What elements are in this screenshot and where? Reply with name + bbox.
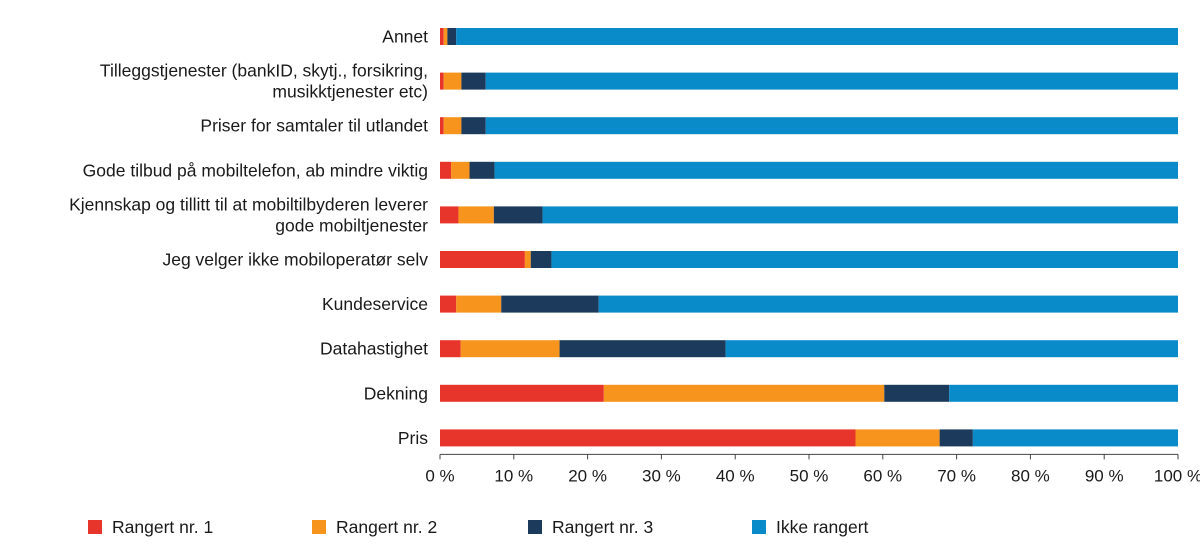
bar-segment-10-series-4 — [972, 429, 1178, 447]
x-tick-label-2: 20 % — [568, 466, 607, 485]
category-label-7: Kundeservice — [322, 294, 428, 314]
bar-segment-4-series-2 — [451, 161, 470, 179]
bar-segment-6-series-1 — [440, 251, 525, 268]
bar-segment-7-series-1 — [440, 295, 457, 313]
legend-swatch-4 — [752, 520, 766, 534]
x-tick-label-10: 100 % — [1154, 466, 1200, 485]
bar-segment-10-series-2 — [855, 429, 940, 447]
bar-segment-6-series-4 — [551, 251, 1178, 268]
bar-segment-5-series-2 — [458, 206, 494, 224]
x-tick-label-0: 0 % — [425, 466, 454, 485]
category-label-5-line-2: gode mobiltjenester — [275, 215, 428, 235]
bar-segment-6-series-3 — [530, 251, 552, 268]
bar-segment-5-series-1 — [440, 206, 459, 224]
bar-segment-9-series-2 — [603, 384, 885, 402]
legend-label-2: Rangert nr. 2 — [336, 517, 437, 537]
bar-segment-8-series-1 — [440, 340, 461, 358]
legend-swatch-2 — [312, 520, 326, 534]
bar-segment-9-series-4 — [949, 384, 1178, 402]
bar-segment-1-series-4 — [456, 28, 1178, 45]
bar-segment-1-series-3 — [447, 28, 457, 45]
category-label-5-line-1: Kjennskap og tillitt til at mobiltilbyde… — [69, 194, 428, 214]
bar-segment-8-series-4 — [725, 340, 1178, 358]
bar-segment-5-series-4 — [542, 206, 1178, 224]
bar-segment-8-series-2 — [460, 340, 560, 358]
bar-segment-10-series-1 — [440, 429, 856, 447]
category-labels-group: Annet Tilleggstjenester (bankID, skytj., … — [69, 27, 428, 448]
category-label-1: Annet — [382, 27, 428, 47]
bar-segment-3-series-2 — [443, 117, 462, 135]
x-tick-label-3: 30 % — [642, 466, 681, 485]
bar-segment-9-series-1 — [440, 384, 604, 402]
bar-segment-10-series-3 — [939, 429, 973, 447]
category-label-2-line-1: Tilleggstjenester (bankID, skytj., forsi… — [100, 61, 428, 81]
bar-segment-6-series-2 — [524, 251, 531, 268]
x-ticks-group: 0 % 10 % 20 % 30 % 40 % 50 % 60 % 70 % 80 % 90 % 1… — [425, 454, 1200, 485]
bar-segment-9-series-3 — [884, 384, 950, 402]
bar-segment-2-series-1 — [440, 72, 444, 90]
bar-segment-7-series-2 — [456, 295, 502, 313]
bar-segment-2-series-3 — [461, 72, 486, 90]
bar-segment-3-series-1 — [440, 117, 444, 135]
legend-swatch-3 — [528, 520, 542, 534]
bar-segment-2-series-2 — [443, 72, 462, 90]
bar-segment-7-series-3 — [501, 295, 599, 313]
bar-segment-4-series-1 — [440, 161, 452, 179]
category-label-8: Datahastighet — [320, 339, 428, 359]
legend-label-1: Rangert nr. 1 — [112, 517, 213, 537]
bar-segment-1-series-2 — [443, 28, 448, 45]
category-label-9: Dekning — [364, 383, 428, 403]
legend-swatch-1 — [88, 520, 102, 534]
bars-group — [440, 28, 1178, 447]
x-tick-label-7: 70 % — [937, 466, 976, 485]
bar-segment-8-series-3 — [559, 340, 726, 358]
legend-label-3: Rangert nr. 3 — [552, 517, 653, 537]
x-tick-label-6: 60 % — [863, 466, 902, 485]
bar-segment-2-series-4 — [485, 72, 1178, 90]
x-tick-label-1: 10 % — [494, 466, 533, 485]
x-tick-label-9: 90 % — [1085, 466, 1124, 485]
category-label-2-line-2: musikktjenester etc) — [272, 82, 428, 102]
legend: Rangert nr. 1 Rangert nr. 2 Rangert nr. 3 I… — [88, 517, 869, 537]
x-tick-label-8: 80 % — [1011, 466, 1050, 485]
category-label-6: Jeg velger ikke mobiloperatør selv — [162, 250, 428, 270]
legend-label-4: Ikke rangert — [776, 517, 869, 537]
bar-segment-3-series-4 — [485, 117, 1178, 135]
bar-segment-5-series-3 — [493, 206, 543, 224]
bar-segment-4-series-4 — [494, 161, 1178, 179]
category-label-4: Gode tilbud på mobiltelefon, ab mindre v… — [83, 160, 428, 180]
category-label-3: Priser for samtaler til utlandet — [200, 116, 428, 136]
category-label-10: Pris — [398, 428, 428, 448]
bar-segment-3-series-3 — [461, 117, 486, 135]
bar-segment-1-series-1 — [440, 28, 444, 45]
x-tick-label-5: 50 % — [790, 466, 829, 485]
bar-segment-4-series-3 — [469, 161, 495, 179]
x-tick-label-4: 40 % — [716, 466, 755, 485]
bar-segment-7-series-4 — [598, 295, 1178, 313]
